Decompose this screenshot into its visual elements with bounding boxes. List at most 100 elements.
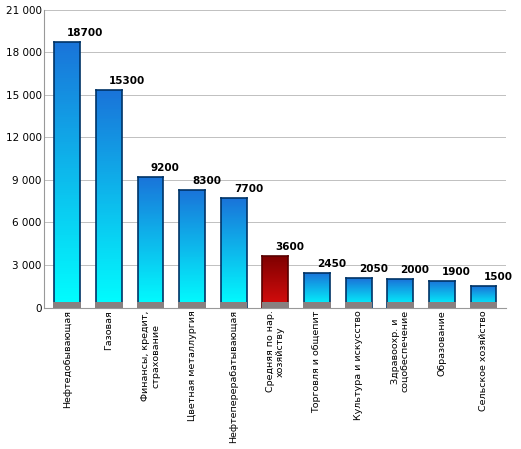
- Bar: [179, 267, 205, 269]
- Bar: [96, 181, 122, 183]
- Bar: [54, 172, 80, 175]
- Bar: [96, 130, 122, 132]
- Bar: [221, 206, 246, 207]
- Bar: [96, 250, 122, 251]
- Bar: [96, 152, 122, 154]
- Bar: [96, 237, 122, 239]
- Bar: [96, 118, 122, 119]
- Bar: [96, 259, 122, 260]
- Bar: [138, 274, 164, 275]
- Bar: [138, 287, 164, 288]
- Bar: [179, 235, 205, 236]
- Bar: [179, 283, 205, 284]
- Bar: [221, 255, 246, 256]
- Bar: [179, 266, 205, 267]
- Bar: [138, 297, 164, 298]
- Bar: [179, 270, 205, 271]
- Bar: [138, 201, 164, 202]
- Bar: [179, 284, 205, 285]
- Bar: [138, 286, 164, 287]
- Bar: [54, 232, 80, 234]
- Bar: [138, 177, 164, 178]
- Bar: [179, 202, 205, 203]
- Bar: [221, 301, 246, 302]
- Bar: [138, 215, 164, 216]
- Bar: [54, 208, 80, 210]
- Bar: [221, 238, 246, 239]
- Bar: [221, 256, 246, 257]
- Bar: [54, 117, 80, 119]
- Bar: [96, 165, 122, 167]
- Bar: [54, 95, 80, 97]
- Bar: [138, 203, 164, 204]
- Bar: [221, 287, 246, 288]
- Bar: [138, 282, 164, 284]
- Bar: [179, 230, 205, 231]
- Bar: [54, 150, 80, 153]
- Bar: [137, 302, 164, 308]
- Bar: [138, 227, 164, 228]
- Bar: [54, 305, 80, 308]
- Bar: [138, 256, 164, 257]
- Bar: [138, 204, 164, 205]
- Bar: [96, 188, 122, 190]
- Bar: [221, 276, 246, 277]
- Bar: [96, 241, 122, 242]
- Bar: [138, 272, 164, 273]
- Bar: [54, 303, 80, 305]
- Bar: [221, 259, 246, 260]
- Bar: [221, 198, 246, 199]
- Bar: [96, 201, 122, 202]
- Bar: [138, 260, 164, 261]
- Bar: [96, 145, 122, 146]
- Bar: [179, 218, 205, 219]
- Bar: [221, 244, 246, 245]
- Bar: [54, 210, 80, 212]
- Bar: [96, 204, 122, 206]
- Bar: [179, 239, 205, 240]
- Bar: [428, 302, 456, 308]
- Bar: [179, 272, 205, 273]
- Text: 8300: 8300: [192, 176, 221, 186]
- Bar: [179, 280, 205, 281]
- Bar: [96, 123, 122, 125]
- Bar: [221, 296, 246, 297]
- Bar: [221, 300, 246, 301]
- Bar: [54, 168, 80, 171]
- Bar: [179, 282, 205, 283]
- Bar: [96, 190, 122, 192]
- Bar: [96, 197, 122, 199]
- Bar: [179, 232, 205, 233]
- Bar: [54, 49, 80, 51]
- Bar: [54, 47, 80, 49]
- Bar: [179, 215, 205, 216]
- Bar: [138, 288, 164, 289]
- Bar: [179, 257, 205, 259]
- Text: 2450: 2450: [317, 259, 346, 269]
- Bar: [96, 232, 122, 233]
- Bar: [54, 272, 80, 274]
- Bar: [96, 271, 122, 273]
- Bar: [179, 286, 205, 287]
- Bar: [54, 206, 80, 208]
- Bar: [179, 196, 205, 197]
- Bar: [96, 107, 122, 109]
- Bar: [96, 257, 122, 259]
- Bar: [221, 245, 246, 246]
- Bar: [221, 236, 246, 237]
- Bar: [96, 146, 122, 148]
- Bar: [221, 291, 246, 292]
- Bar: [138, 259, 164, 260]
- Bar: [179, 251, 205, 253]
- Bar: [179, 281, 205, 282]
- Bar: [54, 71, 80, 73]
- Text: 1500: 1500: [483, 272, 513, 282]
- Bar: [96, 176, 122, 177]
- Bar: [138, 266, 164, 267]
- Bar: [54, 102, 80, 104]
- Bar: [221, 271, 246, 272]
- Bar: [54, 255, 80, 257]
- Bar: [54, 239, 80, 241]
- Bar: [96, 109, 122, 110]
- Bar: [179, 244, 205, 245]
